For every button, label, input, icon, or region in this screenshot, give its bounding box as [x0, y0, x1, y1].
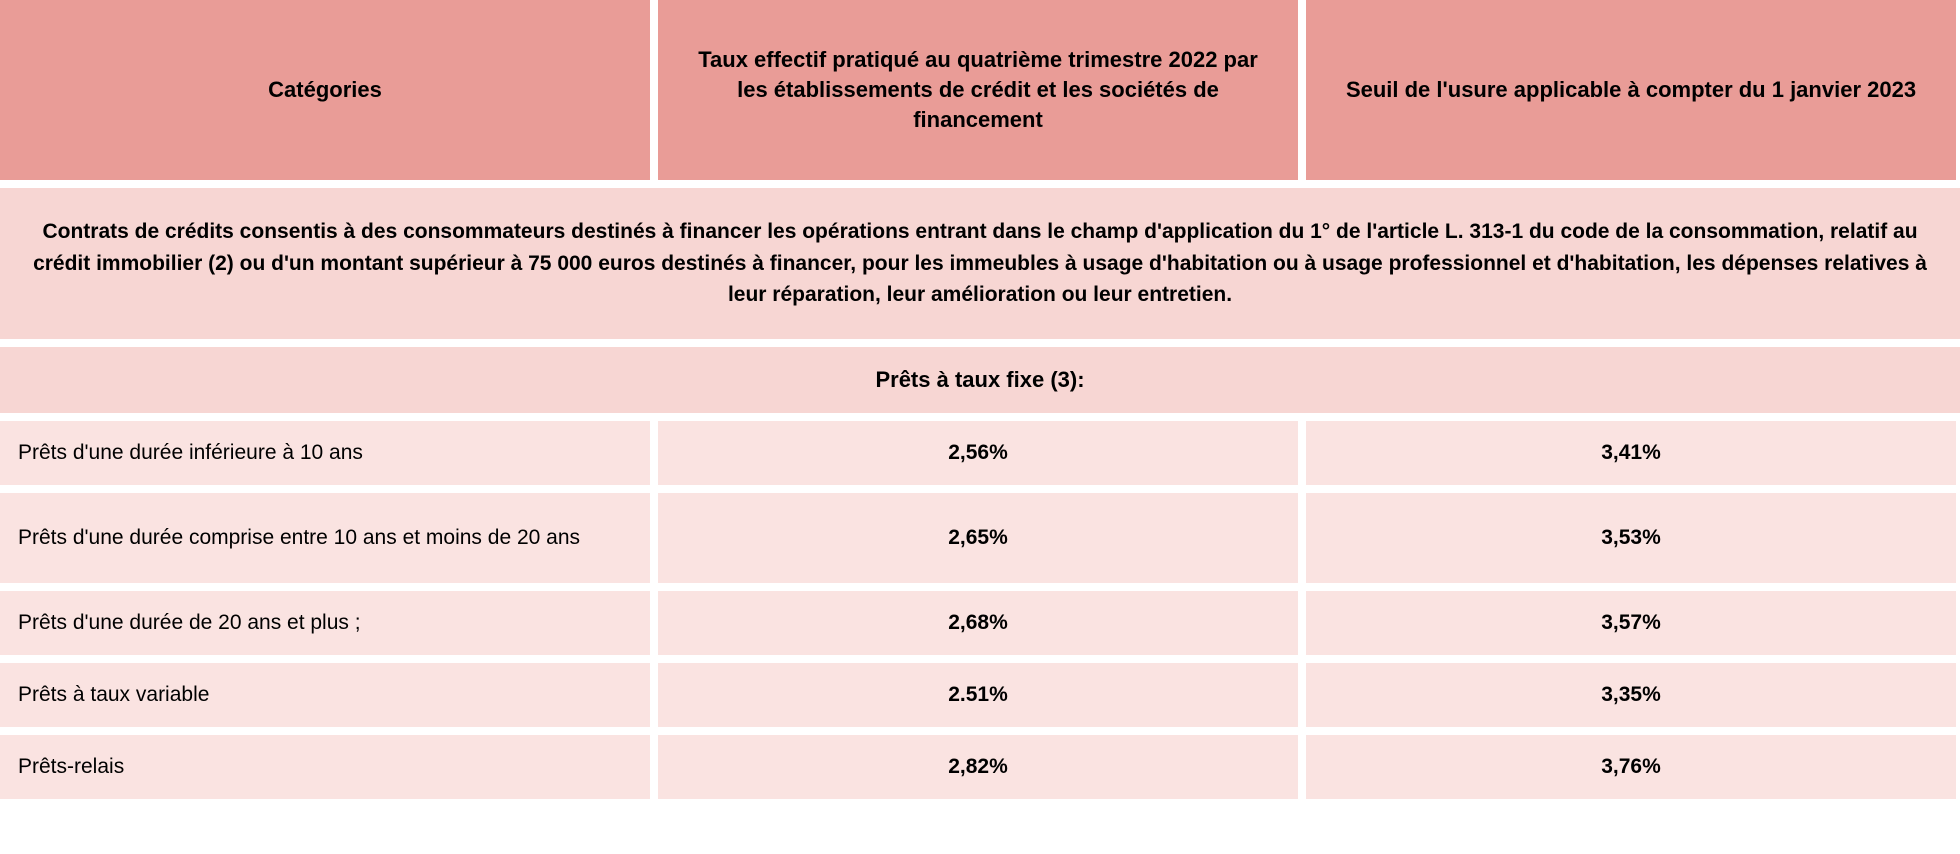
table-row: Prêts à taux variable 2.51% 3,35%: [0, 663, 1960, 727]
header-usury-threshold: Seuil de l'usure applicable à compter du…: [1306, 0, 1956, 180]
table-row: Prêts d'une durée comprise entre 10 ans …: [0, 493, 1960, 583]
table-row: Prêts d'une durée de 20 ans et plus ; 2,…: [0, 591, 1960, 655]
row-label: Prêts-relais: [0, 735, 650, 799]
table-header-row: Catégories Taux effectif pratiqué au qua…: [0, 0, 1960, 180]
row-label: Prêts d'une durée inférieure à 10 ans: [0, 421, 650, 485]
row-rate: 2.51%: [658, 663, 1298, 727]
table-row: Prêts d'une durée inférieure à 10 ans 2,…: [0, 421, 1960, 485]
header-effective-rate: Taux effectif pratiqué au quatrième trim…: [658, 0, 1298, 180]
row-threshold: 3,76%: [1306, 735, 1956, 799]
row-rate: 2,56%: [658, 421, 1298, 485]
rates-table: Catégories Taux effectif pratiqué au qua…: [0, 0, 1960, 799]
row-rate: 2,68%: [658, 591, 1298, 655]
row-label: Prêts d'une durée comprise entre 10 ans …: [0, 493, 650, 583]
row-threshold: 3,35%: [1306, 663, 1956, 727]
intro-band: Contrats de crédits consentis à des cons…: [0, 188, 1960, 339]
table-row: Prêts-relais 2,82% 3,76%: [0, 735, 1960, 799]
row-rate: 2,82%: [658, 735, 1298, 799]
row-threshold: 3,41%: [1306, 421, 1956, 485]
row-label: Prêts à taux variable: [0, 663, 650, 727]
row-threshold: 3,57%: [1306, 591, 1956, 655]
row-rate: 2,65%: [658, 493, 1298, 583]
section-title-fixed-rate: Prêts à taux fixe (3):: [0, 347, 1960, 413]
row-threshold: 3,53%: [1306, 493, 1956, 583]
header-categories: Catégories: [0, 0, 650, 180]
row-label: Prêts d'une durée de 20 ans et plus ;: [0, 591, 650, 655]
